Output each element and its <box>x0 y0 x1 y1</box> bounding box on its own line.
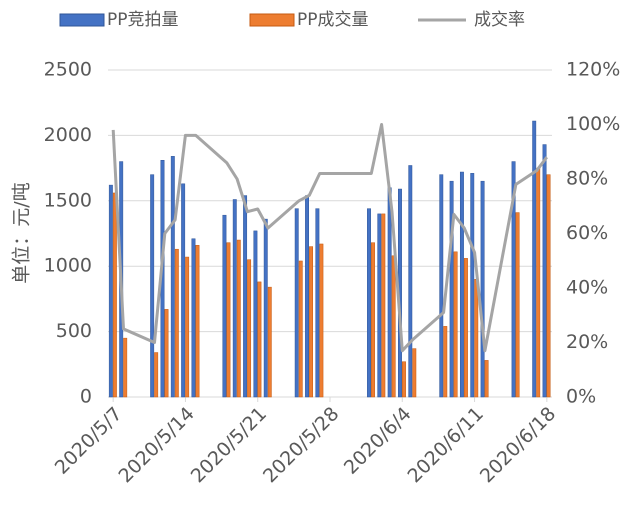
legend-label: PP竞拍量 <box>107 10 179 30</box>
bar <box>236 239 241 398</box>
y-tick-label: 0 <box>80 386 92 408</box>
y-tick-label: 500 <box>56 320 92 342</box>
y-tick-label: 1500 <box>44 189 92 211</box>
bar <box>108 184 113 398</box>
bar <box>257 281 262 398</box>
x-tick-label: 2020/5/21 <box>187 403 271 487</box>
y2-tick-label: 20% <box>566 331 608 353</box>
y-tick-label: 2500 <box>44 59 92 81</box>
bar <box>243 195 248 398</box>
bar <box>112 192 117 398</box>
bar <box>170 156 175 398</box>
bar <box>164 309 169 398</box>
bar <box>154 352 159 398</box>
bar <box>511 161 516 398</box>
bar <box>484 360 489 398</box>
bar <box>402 361 406 398</box>
x-tick-label: 2020/6/18 <box>476 403 560 487</box>
bar <box>474 279 479 398</box>
bar <box>226 242 231 398</box>
bar <box>515 212 520 398</box>
bar <box>305 195 309 398</box>
bar <box>267 286 272 398</box>
bar <box>453 251 458 398</box>
x-tick-label: 2020/5/28 <box>259 403 343 487</box>
bar <box>449 180 454 398</box>
bar <box>532 120 537 398</box>
bar <box>408 165 413 398</box>
bar <box>298 260 303 398</box>
bar <box>387 187 392 398</box>
y-tick-label: 2000 <box>44 124 92 146</box>
bar <box>195 245 200 398</box>
y-tick-label: 1000 <box>44 255 92 277</box>
bar <box>150 174 155 398</box>
bar <box>480 180 485 398</box>
bar <box>367 208 371 398</box>
y2-tick-label: 80% <box>566 168 608 190</box>
bar <box>542 144 547 398</box>
y2-tick-label: 0% <box>566 386 596 408</box>
bar <box>181 183 186 398</box>
bar <box>371 242 375 398</box>
line <box>111 123 548 353</box>
bar <box>536 167 541 398</box>
y2-tick-label: 40% <box>566 277 608 299</box>
bar <box>185 256 190 398</box>
legend: PP竞拍量 PP成交量 成交率 <box>59 10 525 30</box>
bar <box>463 258 468 398</box>
bar <box>412 348 417 398</box>
bar <box>232 199 237 398</box>
bar <box>174 248 179 398</box>
bar <box>123 337 128 398</box>
legend-swatch <box>249 13 295 27</box>
bar <box>263 218 268 398</box>
bar <box>546 174 551 398</box>
bar <box>309 246 313 398</box>
bar <box>253 230 258 398</box>
legend-label: 成交率 <box>474 10 525 30</box>
bar <box>319 243 324 398</box>
bar <box>294 208 299 398</box>
y2-tick-label: 60% <box>566 222 608 244</box>
x-tick-label: 2020/6/11 <box>404 403 488 487</box>
x-tick-label: 2020/6/4 <box>340 403 416 479</box>
bar <box>315 208 320 398</box>
bar <box>470 173 475 398</box>
y-axis-label: 单位：元/吨 <box>11 182 33 283</box>
bar <box>247 259 252 398</box>
bar <box>191 238 196 398</box>
x-tick-label: 2020/5/14 <box>114 403 198 487</box>
legend-label: PP成交量 <box>297 10 369 30</box>
bar <box>377 213 382 398</box>
legend-swatch <box>59 13 105 27</box>
x-tick-label: 2020/5/7 <box>51 403 127 479</box>
y2-tick-label: 100% <box>566 113 620 135</box>
bar <box>443 326 448 398</box>
bar <box>439 174 444 398</box>
bar <box>459 171 464 398</box>
y2-tick-label: 120% <box>566 59 620 81</box>
bar <box>381 213 386 398</box>
bar <box>391 255 396 398</box>
bar <box>222 214 227 398</box>
